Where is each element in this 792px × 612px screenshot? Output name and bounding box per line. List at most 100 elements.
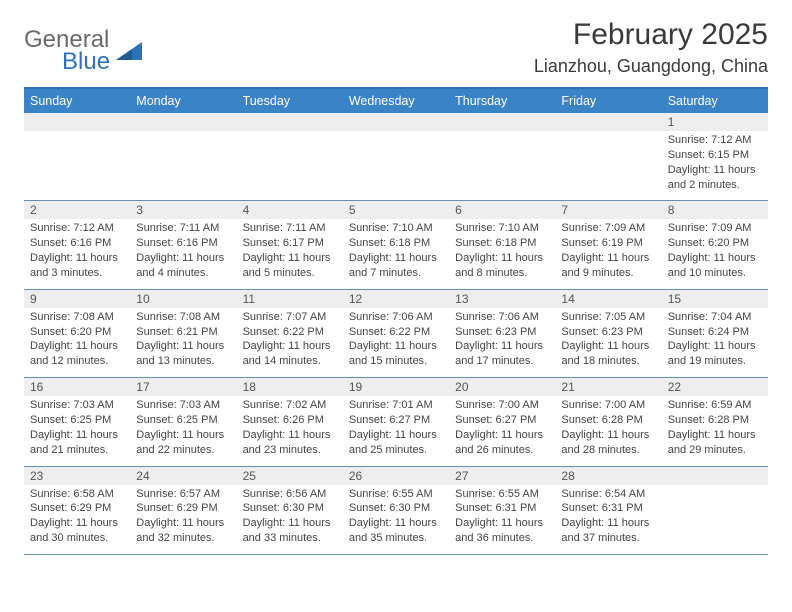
day-number: 16 — [24, 378, 130, 396]
daynum-row: 2345678 — [24, 201, 768, 219]
sunset-text: Sunset: 6:27 PM — [349, 413, 443, 428]
sunset-text: Sunset: 6:24 PM — [668, 325, 762, 340]
daylight-text: Daylight: 11 hours and 4 minutes. — [136, 251, 230, 281]
day-label: Monday — [130, 89, 236, 113]
day-cell: Sunrise: 7:11 AMSunset: 6:17 PMDaylight:… — [237, 219, 343, 288]
day-cell — [343, 131, 449, 200]
sunset-text: Sunset: 6:22 PM — [243, 325, 337, 340]
day-cell: Sunrise: 7:06 AMSunset: 6:23 PMDaylight:… — [449, 308, 555, 377]
day-cell: Sunrise: 7:12 AMSunset: 6:15 PMDaylight:… — [662, 131, 768, 200]
daylight-text: Daylight: 11 hours and 23 minutes. — [243, 428, 337, 458]
sunset-text: Sunset: 6:28 PM — [561, 413, 655, 428]
daylight-text: Daylight: 11 hours and 26 minutes. — [455, 428, 549, 458]
day-number: 20 — [449, 378, 555, 396]
day-cell: Sunrise: 7:04 AMSunset: 6:24 PMDaylight:… — [662, 308, 768, 377]
sunrise-text: Sunrise: 6:59 AM — [668, 398, 762, 413]
sunrise-text: Sunrise: 7:06 AM — [349, 310, 443, 325]
sunrise-text: Sunrise: 7:08 AM — [136, 310, 230, 325]
day-number: 8 — [662, 201, 768, 219]
day-cell: Sunrise: 6:57 AMSunset: 6:29 PMDaylight:… — [130, 485, 236, 554]
day-number: 27 — [449, 467, 555, 485]
day-cell: Sunrise: 6:56 AMSunset: 6:30 PMDaylight:… — [237, 485, 343, 554]
day-number: 6 — [449, 201, 555, 219]
day-cell: Sunrise: 6:59 AMSunset: 6:28 PMDaylight:… — [662, 396, 768, 465]
sunrise-text: Sunrise: 7:00 AM — [455, 398, 549, 413]
sunrise-text: Sunrise: 7:00 AM — [561, 398, 655, 413]
sunrise-text: Sunrise: 6:56 AM — [243, 487, 337, 502]
sunset-text: Sunset: 6:30 PM — [349, 501, 443, 516]
sunset-text: Sunset: 6:23 PM — [561, 325, 655, 340]
daylight-text: Daylight: 11 hours and 17 minutes. — [455, 339, 549, 369]
day-number — [449, 113, 555, 131]
day-cell: Sunrise: 7:09 AMSunset: 6:20 PMDaylight:… — [662, 219, 768, 288]
day-cell: Sunrise: 7:10 AMSunset: 6:18 PMDaylight:… — [449, 219, 555, 288]
week-row: 2345678Sunrise: 7:12 AMSunset: 6:16 PMDa… — [24, 201, 768, 289]
sunrise-text: Sunrise: 7:03 AM — [136, 398, 230, 413]
day-number: 13 — [449, 290, 555, 308]
day-number — [130, 113, 236, 131]
day-cell: Sunrise: 7:01 AMSunset: 6:27 PMDaylight:… — [343, 396, 449, 465]
sunrise-text: Sunrise: 7:07 AM — [243, 310, 337, 325]
sunrise-text: Sunrise: 6:55 AM — [455, 487, 549, 502]
daylight-text: Daylight: 11 hours and 33 minutes. — [243, 516, 337, 546]
logo-word2: Blue — [62, 48, 110, 76]
daylight-text: Daylight: 11 hours and 15 minutes. — [349, 339, 443, 369]
day-cell: Sunrise: 7:11 AMSunset: 6:16 PMDaylight:… — [130, 219, 236, 288]
daynum-row: 232425262728 — [24, 467, 768, 485]
details-row: Sunrise: 7:08 AMSunset: 6:20 PMDaylight:… — [24, 308, 768, 377]
sunset-text: Sunset: 6:18 PM — [455, 236, 549, 251]
day-cell: Sunrise: 6:54 AMSunset: 6:31 PMDaylight:… — [555, 485, 661, 554]
day-number: 25 — [237, 467, 343, 485]
sunset-text: Sunset: 6:17 PM — [243, 236, 337, 251]
daylight-text: Daylight: 11 hours and 35 minutes. — [349, 516, 443, 546]
sunset-text: Sunset: 6:21 PM — [136, 325, 230, 340]
sunset-text: Sunset: 6:23 PM — [455, 325, 549, 340]
sunrise-text: Sunrise: 7:05 AM — [561, 310, 655, 325]
daylight-text: Daylight: 11 hours and 21 minutes. — [30, 428, 124, 458]
daylight-text: Daylight: 11 hours and 36 minutes. — [455, 516, 549, 546]
sunrise-text: Sunrise: 7:12 AM — [30, 221, 124, 236]
day-number — [662, 467, 768, 485]
day-number: 17 — [130, 378, 236, 396]
daynum-row: 9101112131415 — [24, 290, 768, 308]
daylight-text: Daylight: 11 hours and 7 minutes. — [349, 251, 443, 281]
day-cell: Sunrise: 6:55 AMSunset: 6:31 PMDaylight:… — [449, 485, 555, 554]
daylight-text: Daylight: 11 hours and 32 minutes. — [136, 516, 230, 546]
sunset-text: Sunset: 6:29 PM — [30, 501, 124, 516]
sunrise-text: Sunrise: 6:54 AM — [561, 487, 655, 502]
sunrise-text: Sunrise: 7:12 AM — [668, 133, 762, 148]
sunrise-text: Sunrise: 6:55 AM — [349, 487, 443, 502]
sunrise-text: Sunrise: 7:03 AM — [30, 398, 124, 413]
day-number: 7 — [555, 201, 661, 219]
day-cell: Sunrise: 7:12 AMSunset: 6:16 PMDaylight:… — [24, 219, 130, 288]
day-number: 10 — [130, 290, 236, 308]
day-label: Sunday — [24, 89, 130, 113]
day-label: Thursday — [449, 89, 555, 113]
sunset-text: Sunset: 6:19 PM — [561, 236, 655, 251]
daylight-text: Daylight: 11 hours and 14 minutes. — [243, 339, 337, 369]
daylight-text: Daylight: 11 hours and 3 minutes. — [30, 251, 124, 281]
day-cell: Sunrise: 7:00 AMSunset: 6:28 PMDaylight:… — [555, 396, 661, 465]
daylight-text: Daylight: 11 hours and 29 minutes. — [668, 428, 762, 458]
sunrise-text: Sunrise: 7:10 AM — [349, 221, 443, 236]
sunrise-text: Sunrise: 7:08 AM — [30, 310, 124, 325]
daylight-text: Daylight: 11 hours and 25 minutes. — [349, 428, 443, 458]
daylight-text: Daylight: 11 hours and 12 minutes. — [30, 339, 124, 369]
daynum-row: 16171819202122 — [24, 378, 768, 396]
details-row: Sunrise: 7:03 AMSunset: 6:25 PMDaylight:… — [24, 396, 768, 465]
day-number: 18 — [237, 378, 343, 396]
sunset-text: Sunset: 6:20 PM — [668, 236, 762, 251]
day-cell — [130, 131, 236, 200]
sunset-text: Sunset: 6:16 PM — [136, 236, 230, 251]
day-number — [237, 113, 343, 131]
daylight-text: Daylight: 11 hours and 22 minutes. — [136, 428, 230, 458]
logo-triangle-icon — [116, 42, 142, 62]
day-number: 2 — [24, 201, 130, 219]
day-label: Wednesday — [343, 89, 449, 113]
page-header: General Blue February 2025 Lianzhou, Gua… — [24, 18, 768, 77]
day-cell — [555, 131, 661, 200]
sunset-text: Sunset: 6:31 PM — [455, 501, 549, 516]
sunset-text: Sunset: 6:30 PM — [243, 501, 337, 516]
day-cell: Sunrise: 7:10 AMSunset: 6:18 PMDaylight:… — [343, 219, 449, 288]
daylight-text: Daylight: 11 hours and 30 minutes. — [30, 516, 124, 546]
